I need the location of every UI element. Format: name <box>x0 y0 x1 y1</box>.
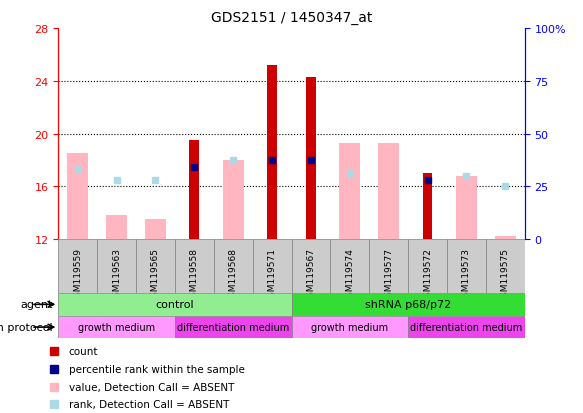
Bar <box>189 141 199 240</box>
Text: GSM119567: GSM119567 <box>307 248 315 302</box>
Bar <box>175 240 214 293</box>
Text: growth medium: growth medium <box>78 322 155 332</box>
Text: growth protocol: growth protocol <box>0 322 52 332</box>
Text: agent: agent <box>20 299 52 310</box>
Text: percentile rank within the sample: percentile rank within the sample <box>69 364 244 374</box>
Bar <box>486 240 525 293</box>
Bar <box>292 316 408 339</box>
Text: shRNA p68/p72: shRNA p68/p72 <box>365 299 451 310</box>
Bar <box>223 161 244 240</box>
Text: differentiation medium: differentiation medium <box>177 322 289 332</box>
Text: value, Detection Call = ABSENT: value, Detection Call = ABSENT <box>69 382 234 392</box>
Bar <box>252 240 292 293</box>
Bar <box>67 154 89 240</box>
Bar <box>97 240 136 293</box>
Text: GSM119577: GSM119577 <box>384 248 393 302</box>
Bar <box>292 240 331 293</box>
Bar <box>136 240 175 293</box>
Bar <box>306 78 316 240</box>
Text: rank, Detection Call = ABSENT: rank, Detection Call = ABSENT <box>69 399 229 409</box>
Bar <box>58 316 175 339</box>
Text: count: count <box>69 347 98 356</box>
Bar <box>58 293 292 316</box>
Bar <box>423 174 433 240</box>
Bar <box>58 240 97 293</box>
Text: GSM119575: GSM119575 <box>501 248 510 302</box>
Text: GSM119573: GSM119573 <box>462 248 471 302</box>
Text: control: control <box>156 299 194 310</box>
Text: differentiation medium: differentiation medium <box>410 322 522 332</box>
Bar <box>175 316 292 339</box>
Bar <box>494 237 516 240</box>
Bar <box>339 143 360 240</box>
Bar <box>456 176 477 240</box>
Bar <box>145 220 166 240</box>
Bar <box>447 240 486 293</box>
Title: GDS2151 / 1450347_at: GDS2151 / 1450347_at <box>211 11 372 25</box>
Bar <box>369 240 408 293</box>
Text: GSM119563: GSM119563 <box>112 248 121 302</box>
Bar <box>408 316 525 339</box>
Text: GSM119574: GSM119574 <box>345 248 354 302</box>
Text: GSM119565: GSM119565 <box>151 248 160 302</box>
Text: GSM119558: GSM119558 <box>190 248 199 302</box>
Bar <box>106 216 127 240</box>
Text: GSM119571: GSM119571 <box>268 248 276 302</box>
Bar <box>331 240 369 293</box>
Text: GSM119559: GSM119559 <box>73 248 82 302</box>
Text: GSM119568: GSM119568 <box>229 248 238 302</box>
Bar <box>292 293 525 316</box>
Text: GSM119572: GSM119572 <box>423 248 432 302</box>
Bar <box>214 240 252 293</box>
Bar <box>408 240 447 293</box>
Text: growth medium: growth medium <box>311 322 388 332</box>
Bar <box>267 66 277 240</box>
Bar <box>378 143 399 240</box>
